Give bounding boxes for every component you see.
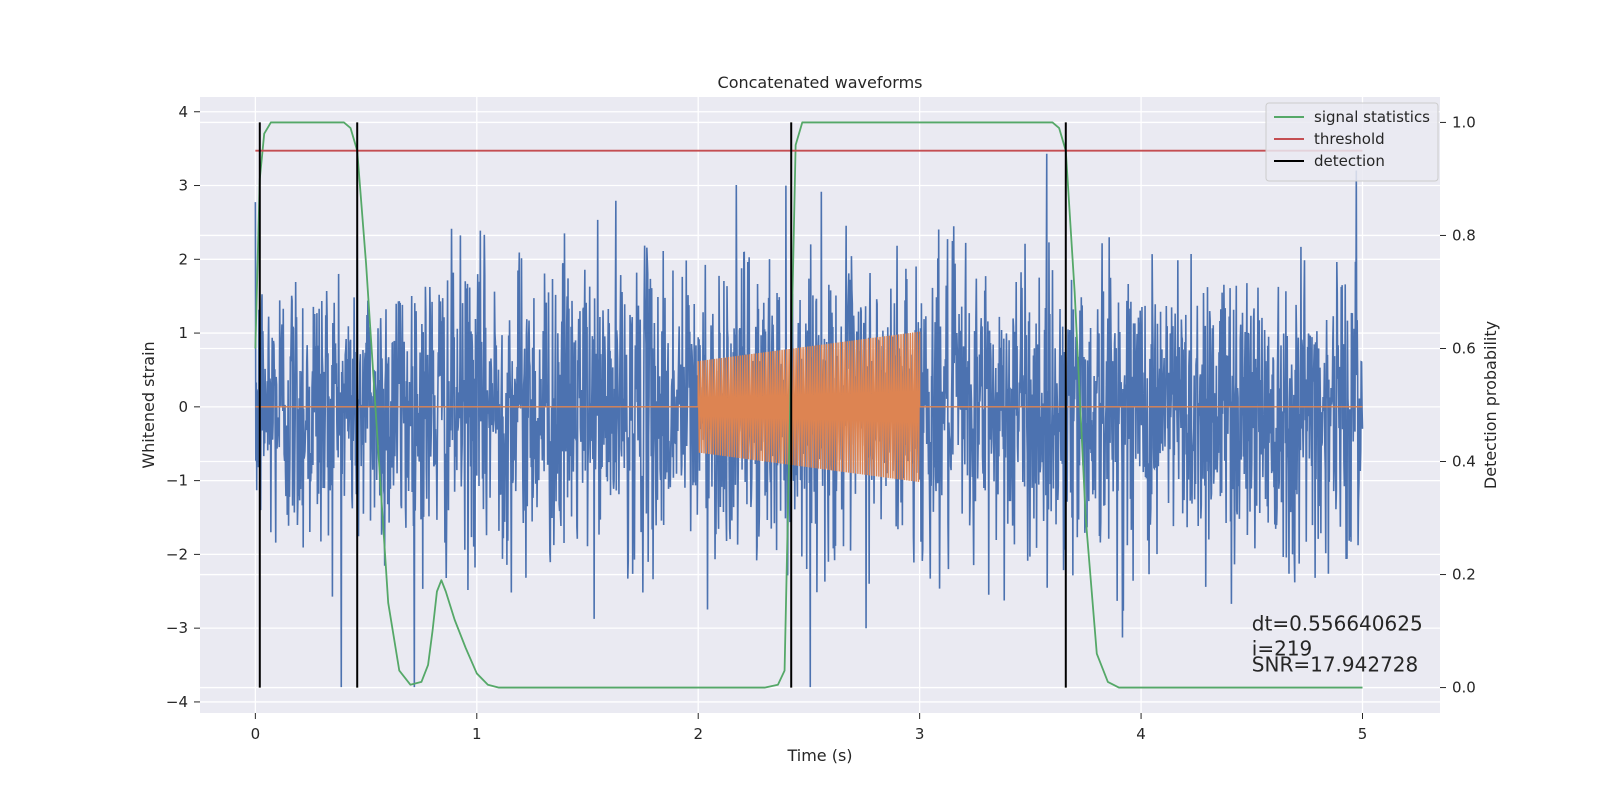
annotation-text: i=219 — [1252, 636, 1313, 660]
ticks: 0 1 2 3 4 5 −4 −3 −2 −1 0 1 2 3 4 0.0 0.2 0.4 0.6 0.8 1.0 — [166, 103, 1476, 743]
x-axis-label: Time (s) — [786, 746, 852, 765]
chart-title: Concatenated waveforms — [718, 73, 923, 92]
x-tick-label: 2 — [693, 725, 703, 743]
y-tick-label: 2 — [178, 250, 188, 268]
legend-label: detection — [1314, 152, 1385, 170]
y-tick-label: −1 — [166, 472, 188, 490]
legend-label: signal statistics — [1314, 108, 1430, 126]
y-tick-label: 3 — [178, 177, 188, 195]
y2-tick-label: 0.0 — [1452, 679, 1476, 697]
legend: signal statistics threshold detection — [1265, 102, 1439, 182]
series-layer — [254, 121, 1364, 689]
x-tick-label: 1 — [472, 725, 482, 743]
y-tick-label: −3 — [166, 619, 188, 637]
y2-tick-label: 1.0 — [1452, 113, 1476, 131]
annotation-text: SNR=17.942728 — [1252, 653, 1418, 677]
y-tick-label: 1 — [178, 324, 188, 342]
y-axis-label: Whitened strain — [139, 341, 158, 468]
signal-statistics-line — [254, 121, 1363, 689]
x-tick-label: 5 — [1358, 725, 1368, 743]
y2-tick-label: 0.6 — [1452, 339, 1476, 357]
x-tick-label: 0 — [251, 725, 261, 743]
y-tick-label: −4 — [166, 693, 188, 711]
x-tick-label: 4 — [1136, 725, 1146, 743]
y2-tick-label: 0.8 — [1452, 226, 1476, 244]
y-tick-label: 4 — [178, 103, 188, 121]
y-tick-label: −2 — [166, 545, 188, 563]
legend-box — [1265, 102, 1439, 182]
y2-axis-label: Detection probability — [1481, 321, 1500, 489]
y-tick-label: 0 — [178, 398, 188, 416]
y2-tick-label: 0.4 — [1452, 453, 1476, 471]
legend-label: threshold — [1314, 130, 1385, 148]
noise-series-line — [254, 153, 1364, 688]
x-tick-label: 3 — [915, 725, 925, 743]
annotation-text: dt=0.556640625 — [1252, 611, 1423, 635]
y2-tick-label: 0.2 — [1452, 566, 1476, 584]
chirp-series-line — [255, 331, 1363, 482]
